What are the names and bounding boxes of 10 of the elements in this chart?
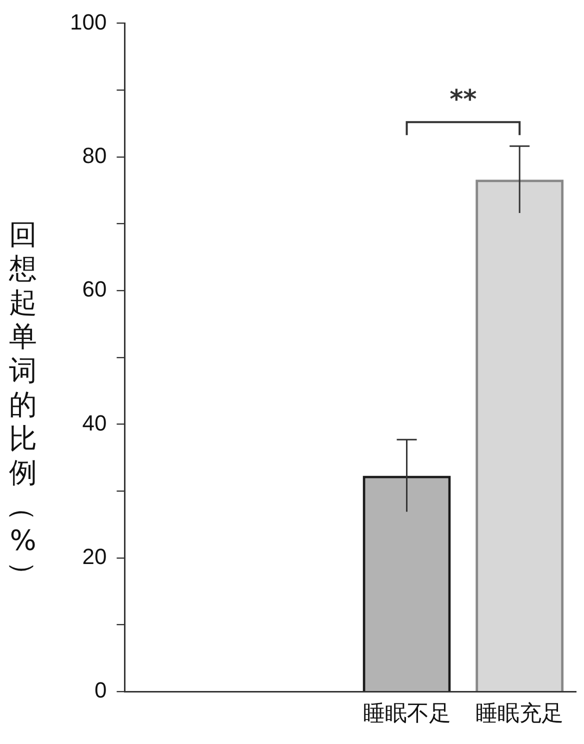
text: 回想起单词的比例（%） <box>7 218 40 589</box>
annotation: ** <box>450 84 478 115</box>
y-tick-label: 80 <box>82 142 107 168</box>
x-tick-label: 睡眠充足 <box>476 702 564 727</box>
x-tick-label: 睡眠不足 <box>362 702 451 727</box>
y-tick-label: 0 <box>94 678 107 703</box>
y-tick-label: 40 <box>82 410 107 436</box>
y-tick-label: 60 <box>82 276 107 302</box>
y-tick-label: 100 <box>70 9 107 34</box>
y-tick-label: 20 <box>82 544 107 569</box>
